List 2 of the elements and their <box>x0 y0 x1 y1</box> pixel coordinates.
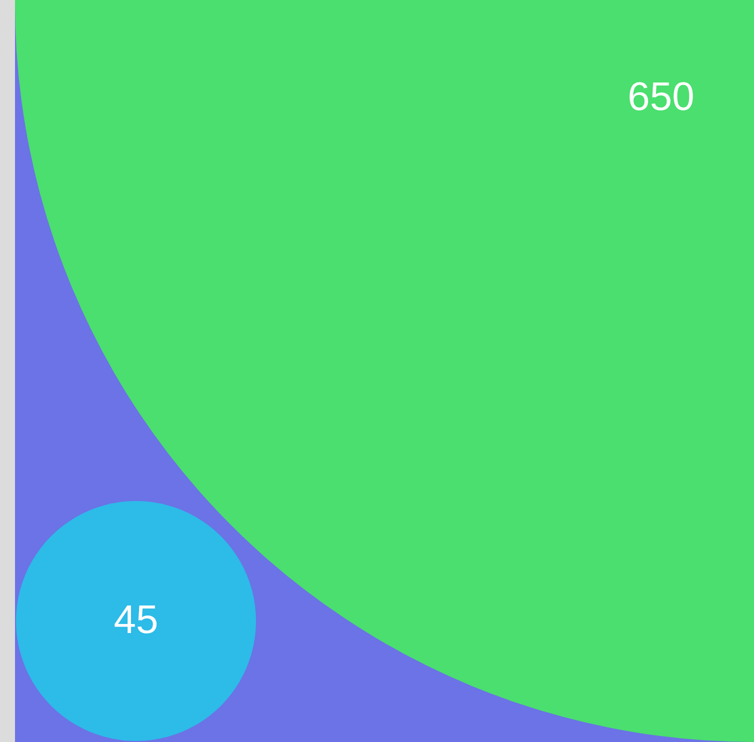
data-label: 45 <box>114 598 158 642</box>
data-label: 650 <box>628 75 694 119</box>
